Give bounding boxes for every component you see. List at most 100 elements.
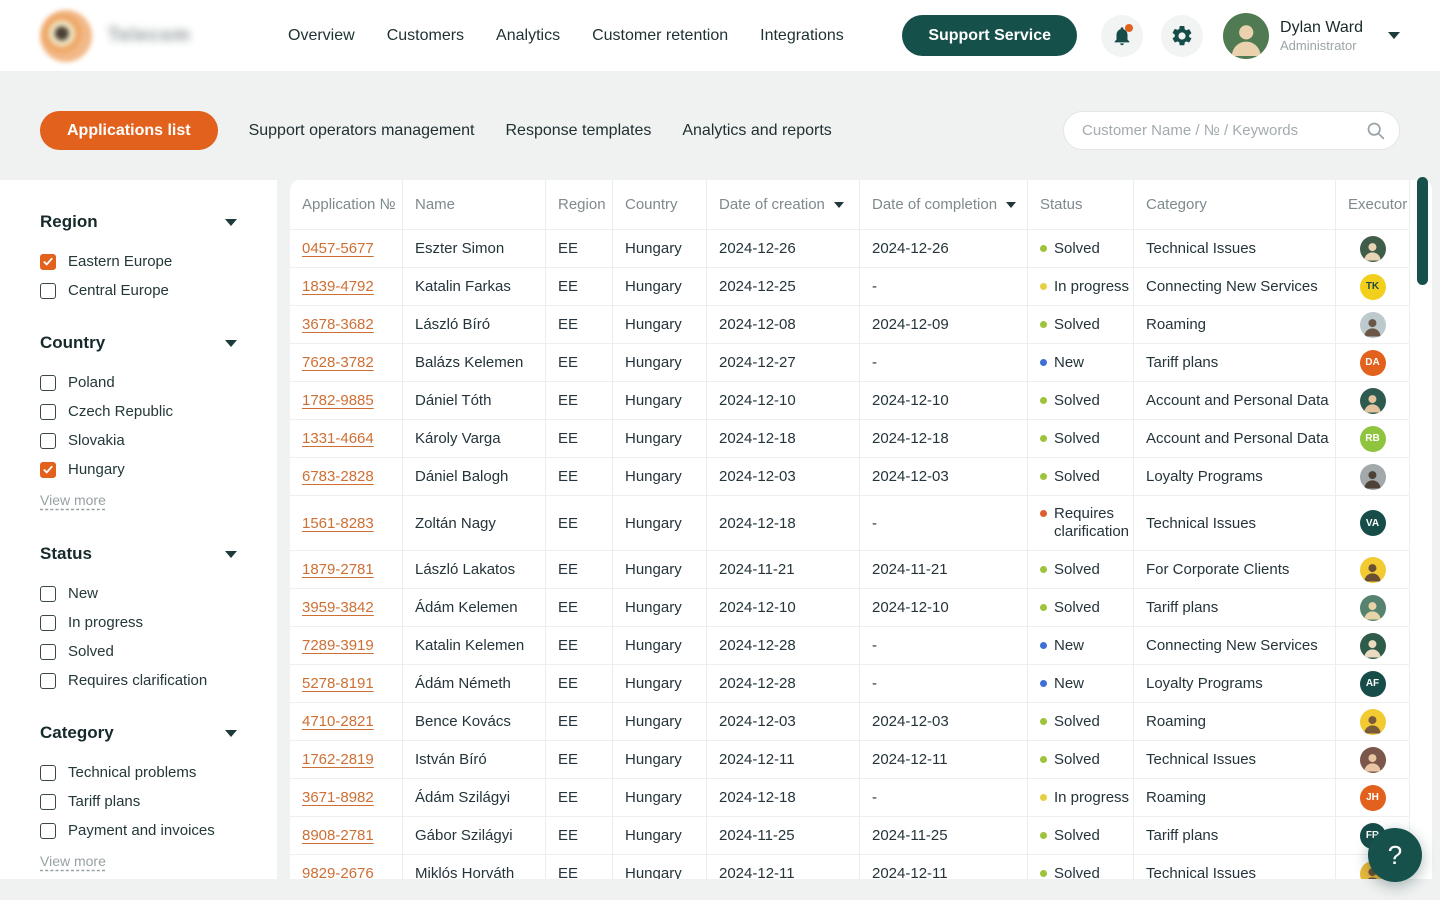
sort-caret-icon[interactable] xyxy=(1006,202,1016,208)
collapse-caret-icon[interactable] xyxy=(225,551,237,558)
collapse-caret-icon[interactable] xyxy=(225,219,237,226)
table-row[interactable]: 1561-8283 Zoltán Nagy EE Hungary 2024-12… xyxy=(290,496,1410,551)
executor-avatar[interactable] xyxy=(1360,595,1386,621)
settings-button[interactable] xyxy=(1161,15,1203,57)
filter-option-technical-problems[interactable]: Technical problems xyxy=(40,764,237,781)
table-row[interactable]: 0457-5677 Eszter Simon EE Hungary 2024-1… xyxy=(290,230,1410,268)
tab-response-templates[interactable]: Response templates xyxy=(506,122,652,140)
table-row[interactable]: 7289-3919 Katalin Kelemen EE Hungary 202… xyxy=(290,627,1410,665)
help-button[interactable]: ? xyxy=(1368,828,1422,882)
tab-applications-list[interactable]: Applications list xyxy=(40,111,218,150)
filter-option-payment-and-invoices[interactable]: Payment and invoices xyxy=(40,822,237,839)
checkbox[interactable] xyxy=(40,644,56,660)
executor-avatar[interactable]: DA xyxy=(1360,350,1386,376)
nav-item-overview[interactable]: Overview xyxy=(288,27,355,45)
application-link[interactable]: 5278-8191 xyxy=(302,675,374,692)
table-row[interactable]: 1782-9885 Dániel Tóth EE Hungary 2024-12… xyxy=(290,382,1410,420)
table-row[interactable]: 1331-4664 Károly Varga EE Hungary 2024-1… xyxy=(290,420,1410,458)
column-header-category[interactable]: Category xyxy=(1134,180,1336,230)
application-link[interactable]: 0457-5677 xyxy=(302,240,374,257)
table-row[interactable]: 3959-3842 Ádám Kelemen EE Hungary 2024-1… xyxy=(290,589,1410,627)
filter-option-poland[interactable]: Poland xyxy=(40,374,237,391)
vertical-scrollbar[interactable] xyxy=(1417,177,1428,285)
column-header-status[interactable]: Status xyxy=(1028,180,1134,230)
executor-avatar[interactable]: AF xyxy=(1360,671,1386,697)
executor-avatar[interactable]: TK xyxy=(1360,274,1386,300)
filter-option-central-europe[interactable]: Central Europe xyxy=(40,282,237,299)
application-link[interactable]: 1561-8283 xyxy=(302,515,374,532)
executor-avatar[interactable] xyxy=(1360,388,1386,414)
view-more-link[interactable]: View more xyxy=(40,853,106,869)
table-row[interactable]: 3671-8982 Ádám Szilágyi EE Hungary 2024-… xyxy=(290,779,1410,817)
application-link[interactable]: 9829-2676 xyxy=(302,865,374,879)
application-link[interactable]: 4710-2821 xyxy=(302,713,374,730)
filter-section-header[interactable]: Category xyxy=(40,723,237,743)
table-row[interactable]: 1879-2781 László Lakatos EE Hungary 2024… xyxy=(290,551,1410,589)
filter-section-header[interactable]: Status xyxy=(40,544,237,564)
executor-avatar[interactable]: VA xyxy=(1360,510,1386,536)
nav-item-customer-retention[interactable]: Customer retention xyxy=(592,27,728,45)
application-link[interactable]: 7628-3782 xyxy=(302,354,374,371)
table-row[interactable]: 8908-2781 Gábor Szilágyi EE Hungary 2024… xyxy=(290,817,1410,855)
checkbox[interactable] xyxy=(40,586,56,602)
collapse-caret-icon[interactable] xyxy=(225,730,237,737)
application-link[interactable]: 3678-3682 xyxy=(302,316,374,333)
table-row[interactable]: 1839-4792 Katalin Farkas EE Hungary 2024… xyxy=(290,268,1410,306)
column-header-executor[interactable]: Executor xyxy=(1336,180,1410,230)
column-header-region[interactable]: Region xyxy=(546,180,613,230)
filter-option-new[interactable]: New xyxy=(40,585,237,602)
application-link[interactable]: 3959-3842 xyxy=(302,599,374,616)
checkbox[interactable] xyxy=(40,823,56,839)
search-input[interactable] xyxy=(1063,111,1400,150)
checkbox[interactable] xyxy=(40,433,56,449)
checkbox[interactable] xyxy=(40,375,56,391)
application-link[interactable]: 7289-3919 xyxy=(302,637,374,654)
nav-item-customers[interactable]: Customers xyxy=(387,27,464,45)
column-header-date-of-creation[interactable]: Date of creation xyxy=(707,180,860,230)
filter-option-eastern-europe[interactable]: Eastern Europe xyxy=(40,253,237,270)
executor-avatar[interactable] xyxy=(1360,633,1386,659)
filter-option-solved[interactable]: Solved xyxy=(40,643,237,660)
executor-avatar[interactable]: RB xyxy=(1360,426,1386,452)
filter-section-header[interactable]: Country xyxy=(40,333,237,353)
table-row[interactable]: 1762-2819 István Bíró EE Hungary 2024-12… xyxy=(290,741,1410,779)
checkbox[interactable] xyxy=(40,254,56,270)
application-link[interactable]: 1879-2781 xyxy=(302,561,374,578)
filter-option-tariff-plans[interactable]: Tariff plans xyxy=(40,793,237,810)
tab-support-operators-management[interactable]: Support operators management xyxy=(249,122,475,140)
executor-avatar[interactable]: JH xyxy=(1360,785,1386,811)
executor-avatar[interactable] xyxy=(1360,709,1386,735)
table-row[interactable]: 9829-2676 Miklós Horváth EE Hungary 2024… xyxy=(290,855,1410,879)
application-link[interactable]: 3671-8982 xyxy=(302,789,374,806)
checkbox[interactable] xyxy=(40,462,56,478)
checkbox[interactable] xyxy=(40,765,56,781)
checkbox[interactable] xyxy=(40,283,56,299)
view-more-link[interactable]: View more xyxy=(40,492,106,508)
application-link[interactable]: 1782-9885 xyxy=(302,392,374,409)
table-row[interactable]: 6783-2828 Dániel Balogh EE Hungary 2024-… xyxy=(290,458,1410,496)
column-header-application[interactable]: Application № xyxy=(290,180,403,230)
nav-item-analytics[interactable]: Analytics xyxy=(496,27,560,45)
column-header-date-of-completion[interactable]: Date of completion xyxy=(860,180,1028,230)
tab-analytics-and-reports[interactable]: Analytics and reports xyxy=(682,122,831,140)
column-header-country[interactable]: Country xyxy=(613,180,707,230)
search-icon[interactable] xyxy=(1365,120,1386,141)
notifications-button[interactable] xyxy=(1101,15,1143,57)
checkbox[interactable] xyxy=(40,673,56,689)
column-header-name[interactable]: Name xyxy=(403,180,546,230)
checkbox[interactable] xyxy=(40,404,56,420)
table-row[interactable]: 5278-8191 Ádám Németh EE Hungary 2024-12… xyxy=(290,665,1410,703)
executor-avatar[interactable] xyxy=(1360,747,1386,773)
application-link[interactable]: 1331-4664 xyxy=(302,430,374,447)
executor-avatar[interactable] xyxy=(1360,312,1386,338)
nav-item-integrations[interactable]: Integrations xyxy=(760,27,844,45)
support-service-button[interactable]: Support Service xyxy=(902,15,1077,56)
filter-option-in-progress[interactable]: In progress xyxy=(40,614,237,631)
table-row[interactable]: 7628-3782 Balázs Kelemen EE Hungary 2024… xyxy=(290,344,1410,382)
filter-option-hungary[interactable]: Hungary xyxy=(40,461,237,478)
checkbox[interactable] xyxy=(40,794,56,810)
application-link[interactable]: 1839-4792 xyxy=(302,278,374,295)
sort-caret-icon[interactable] xyxy=(834,202,844,208)
collapse-caret-icon[interactable] xyxy=(225,340,237,347)
table-row[interactable]: 3678-3682 László Bíró EE Hungary 2024-12… xyxy=(290,306,1410,344)
